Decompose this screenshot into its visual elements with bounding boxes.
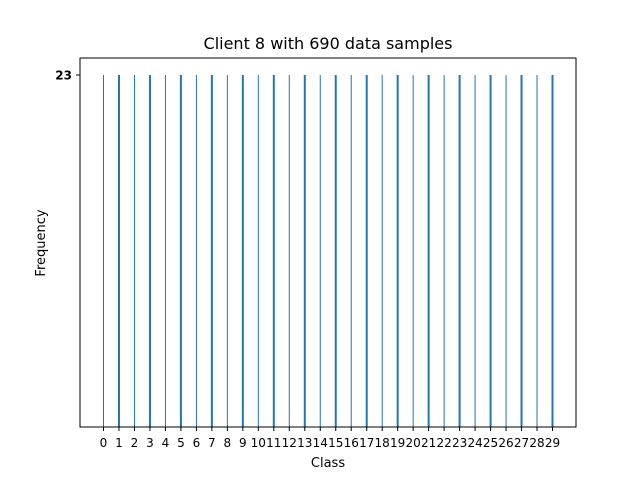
bar-class-18 <box>381 75 383 427</box>
y-axis-ticks: 23 <box>55 69 80 83</box>
bar-class-0 <box>103 75 104 427</box>
y-axis-label: Frequency <box>34 209 49 276</box>
bar-class-19 <box>396 75 399 427</box>
bar-class-16 <box>350 75 352 427</box>
x-tick-label: 17 <box>359 436 374 450</box>
bar-class-27 <box>520 75 523 427</box>
x-tick-label: 24 <box>467 436 482 450</box>
x-tick-label: 13 <box>297 436 312 450</box>
bar-class-29 <box>551 75 554 427</box>
bar-class-1 <box>117 75 120 427</box>
bar-class-7 <box>210 75 213 427</box>
chart-title: Client 8 with 690 data samples <box>204 34 453 53</box>
x-tick-label: 16 <box>344 436 359 450</box>
bar-class-14 <box>319 75 321 427</box>
x-tick-label: 4 <box>162 436 170 450</box>
x-tick-label: 23 <box>452 436 467 450</box>
bar-class-28 <box>536 75 538 427</box>
bar-class-12 <box>288 75 290 427</box>
bar-class-9 <box>241 75 244 427</box>
x-tick-label: 29 <box>545 436 560 450</box>
x-tick-label: 8 <box>224 436 232 450</box>
x-tick-label: 10 <box>251 436 266 450</box>
bar-class-6 <box>195 75 197 427</box>
x-tick-label: 0 <box>100 436 108 450</box>
x-tick-label: 27 <box>514 436 529 450</box>
x-axis-ticks: 0 1 2 3 4 5 6 7 8 9 10 11 12 13 14 15 16 17 18 19 20 21 22 23 24… <box>100 427 560 450</box>
x-tick-label: 18 <box>375 436 390 450</box>
x-axis-label: Class <box>311 456 345 471</box>
bar-class-23 <box>458 75 461 427</box>
x-tick-label: 7 <box>208 436 216 450</box>
bar-class-11 <box>272 75 275 427</box>
x-tick-label: 25 <box>483 436 498 450</box>
x-tick-label: 20 <box>406 436 421 450</box>
bar-class-2 <box>133 75 135 427</box>
y-tick-label: 23 <box>55 69 72 83</box>
bar-class-13 <box>303 75 306 427</box>
bar-class-8 <box>226 75 228 427</box>
bar-class-4 <box>164 75 166 427</box>
bar-class-20 <box>412 75 414 427</box>
bar-class-3 <box>148 75 151 427</box>
x-tick-label: 28 <box>529 436 544 450</box>
x-tick-label: 2 <box>131 436 139 450</box>
x-tick-label: 19 <box>390 436 405 450</box>
bar-class-15 <box>334 75 337 427</box>
bars-group <box>103 75 554 427</box>
bar-class-5 <box>179 75 182 427</box>
plot-frame <box>79 57 577 428</box>
x-tick-label: 15 <box>328 436 343 450</box>
bar-class-17 <box>365 75 368 427</box>
x-tick-label: 6 <box>193 436 201 450</box>
x-tick-label: 22 <box>436 436 451 450</box>
bar-class-26 <box>505 75 507 427</box>
x-tick-label: 1 <box>115 436 123 450</box>
x-tick-label: 5 <box>177 436 185 450</box>
bar-class-21 <box>427 75 430 427</box>
x-tick-label: 14 <box>313 436 328 450</box>
bar-class-22 <box>443 75 445 427</box>
bar-class-25 <box>489 75 492 427</box>
bar-class-24 <box>474 75 476 427</box>
x-tick-label: 26 <box>498 436 513 450</box>
x-tick-label: 11 <box>266 436 281 450</box>
x-tick-label: 3 <box>146 436 154 450</box>
x-tick-label: 21 <box>421 436 436 450</box>
bar-class-10 <box>257 75 259 427</box>
x-tick-label: 12 <box>282 436 297 450</box>
x-tick-label: 9 <box>239 436 247 450</box>
